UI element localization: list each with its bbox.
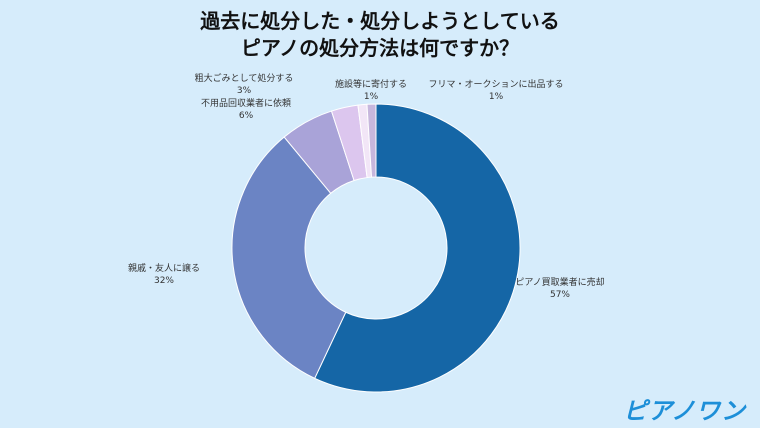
piano-one-logo: ピアノワン	[623, 397, 746, 425]
slice-value-0: 57%	[550, 290, 570, 300]
slice-value-4: 1%	[364, 92, 379, 102]
title-line-1: 過去に処分した・処分しようとしている	[200, 9, 560, 33]
slice-value-2: 6%	[239, 111, 254, 121]
slice-0	[314, 103, 521, 393]
chart-title: 過去に処分した・処分しようとしている ピアノの処分方法は何ですか？	[0, 8, 760, 62]
slice-value-5: 1%	[489, 92, 504, 102]
slice-1	[231, 136, 347, 379]
slice-label-4: 施設等に寄付する	[335, 78, 407, 90]
title-line-2: ピアノの処分方法は何ですか？	[240, 36, 520, 60]
slice-label-5: フリマ・オークションに出品する	[428, 78, 563, 90]
slice-value-3: 3%	[237, 86, 252, 96]
slice-value-1: 32%	[154, 276, 174, 286]
slice-label-0: ピアノ買取業者に売却	[515, 276, 604, 288]
slice-label-3: 粗大ごみとして処分する	[195, 72, 294, 84]
slice-5	[366, 103, 377, 178]
slice-label-1: 親戚・友人に譲る	[128, 262, 200, 274]
slice-label-2: 不用品回収業者に依頼	[201, 97, 291, 109]
